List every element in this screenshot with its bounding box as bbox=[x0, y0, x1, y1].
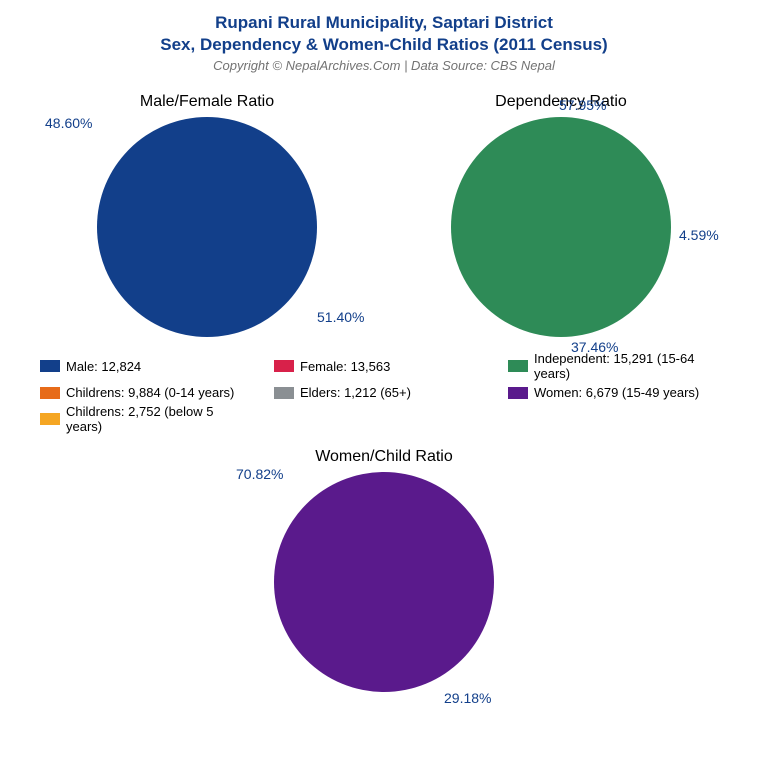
legend-item: Childrens: 9,884 (0-14 years) bbox=[40, 385, 250, 400]
legend-text: Childrens: 9,884 (0-14 years) bbox=[66, 385, 234, 400]
chart-women-child-ratio: Women/Child Ratio 70.82%29.18% bbox=[214, 448, 554, 692]
legend-item: Elders: 1,212 (65+) bbox=[274, 385, 484, 400]
page-title: Rupani Rural Municipality, Saptari Distr… bbox=[0, 0, 768, 56]
legend-item: Women: 6,679 (15-49 years) bbox=[508, 385, 718, 400]
legend-swatch bbox=[508, 387, 528, 399]
legend-text: Male: 12,824 bbox=[66, 359, 141, 374]
legend-swatch bbox=[40, 360, 60, 372]
title-line-1: Rupani Rural Municipality, Saptari Distr… bbox=[0, 12, 768, 34]
chart2-pct-label: 57.95% bbox=[559, 97, 606, 113]
chart3-pct-label: 29.18% bbox=[444, 690, 491, 706]
legend-item: Female: 13,563 bbox=[274, 351, 484, 381]
chart3-pie-wrap: 70.82%29.18% bbox=[274, 472, 494, 692]
chart2-pie-wrap: 57.95%4.59%37.46% bbox=[451, 117, 671, 337]
legend-text: Independent: 15,291 (15-64 years) bbox=[534, 351, 718, 381]
chart2-pie bbox=[451, 117, 671, 337]
chart1-pie-wrap: 48.60%51.40% bbox=[97, 117, 317, 337]
page-subtitle: Copyright © NepalArchives.Com | Data Sou… bbox=[0, 58, 768, 73]
legend-text: Female: 13,563 bbox=[300, 359, 390, 374]
legend-text: Elders: 1,212 (65+) bbox=[300, 385, 411, 400]
chart3-title: Women/Child Ratio bbox=[214, 448, 554, 466]
legend-item: Independent: 15,291 (15-64 years) bbox=[508, 351, 718, 381]
legend: Male: 12,824 Female: 13,563 Independent: 1… bbox=[0, 337, 768, 434]
chart-sex-ratio: Male/Female Ratio 48.60%51.40% bbox=[37, 93, 377, 337]
chart1-title: Male/Female Ratio bbox=[37, 93, 377, 111]
chart1-pct-label: 48.60% bbox=[45, 115, 92, 131]
legend-item: Childrens: 2,752 (below 5 years) bbox=[40, 404, 250, 434]
top-charts-row: Male/Female Ratio 48.60%51.40% Dependenc… bbox=[0, 93, 768, 337]
legend-swatch bbox=[274, 360, 294, 372]
chart-dependency-ratio: Dependency Ratio 57.95%4.59%37.46% bbox=[391, 93, 731, 337]
legend-swatch bbox=[508, 360, 528, 372]
legend-text: Childrens: 2,752 (below 5 years) bbox=[66, 404, 250, 434]
chart3-pct-label: 70.82% bbox=[236, 466, 283, 482]
chart1-pie bbox=[97, 117, 317, 337]
chart2-pct-label: 37.46% bbox=[571, 339, 618, 355]
title-line-2: Sex, Dependency & Women-Child Ratios (20… bbox=[0, 34, 768, 56]
legend-swatch bbox=[40, 387, 60, 399]
legend-swatch bbox=[274, 387, 294, 399]
chart2-pct-label: 4.59% bbox=[679, 227, 719, 243]
legend-item: Male: 12,824 bbox=[40, 351, 250, 381]
chart1-pct-label: 51.40% bbox=[317, 309, 364, 325]
legend-text: Women: 6,679 (15-49 years) bbox=[534, 385, 699, 400]
chart3-pie bbox=[274, 472, 494, 692]
legend-swatch bbox=[40, 413, 60, 425]
